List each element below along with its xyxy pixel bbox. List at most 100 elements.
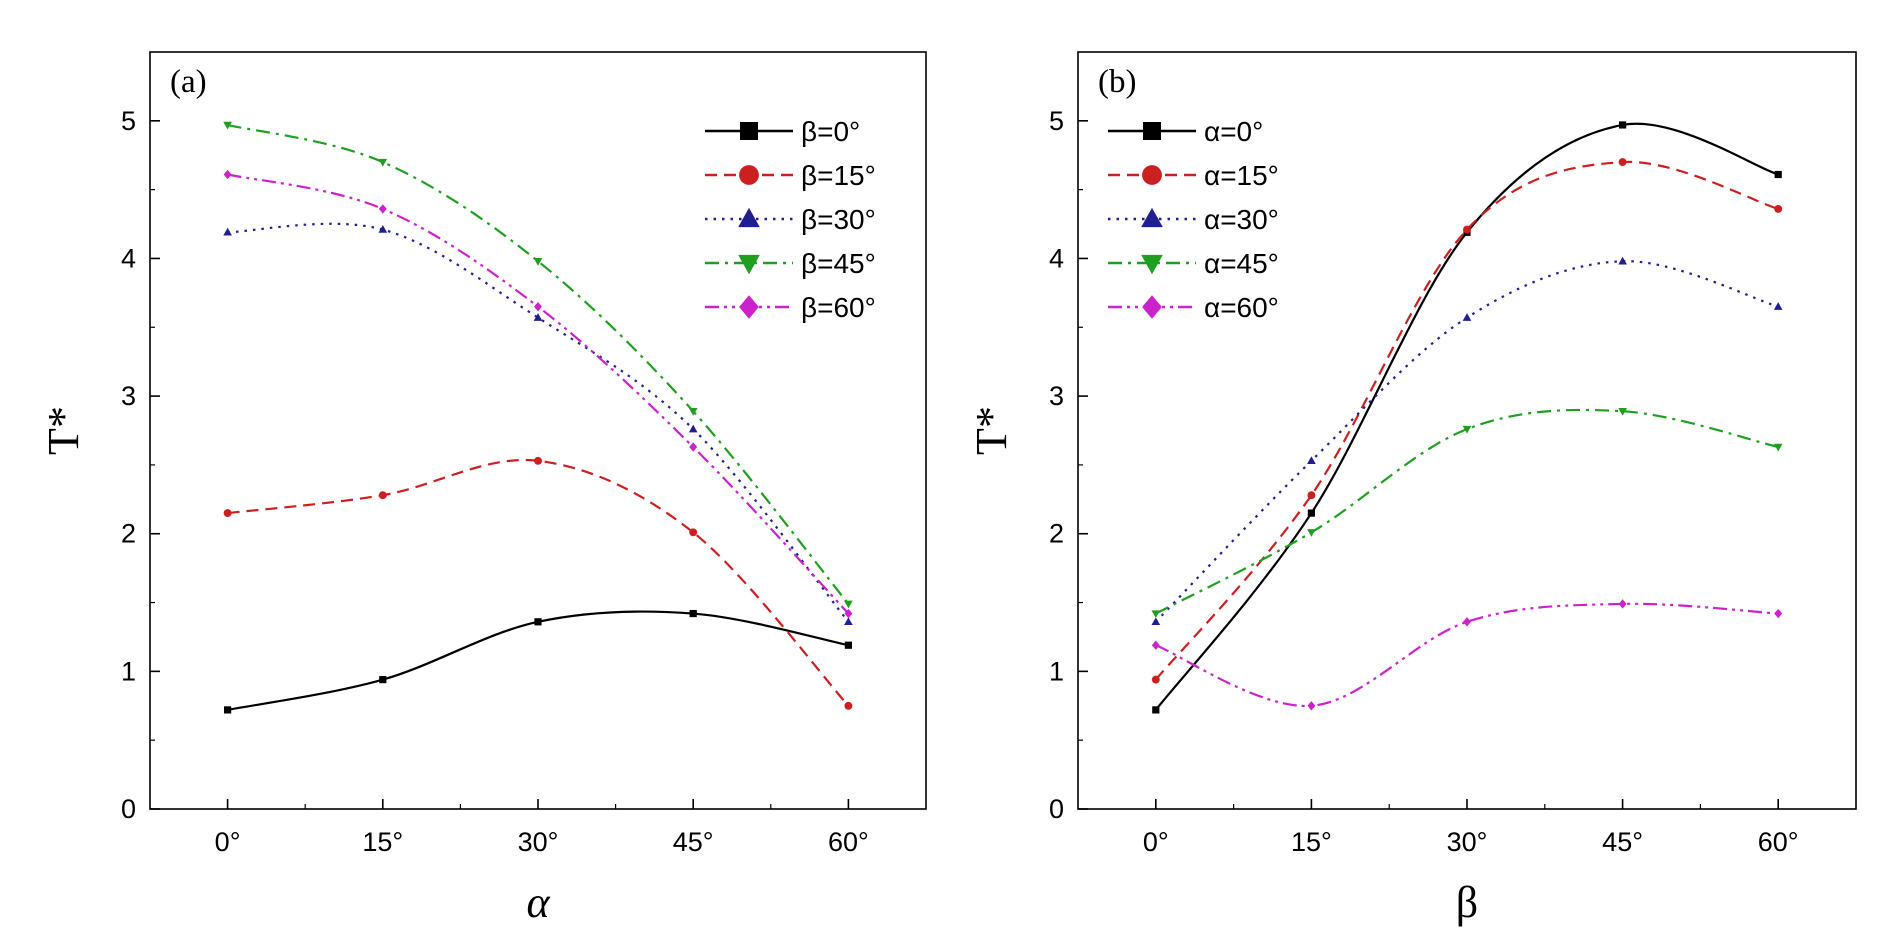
chart-panel-2: 0 1 2 3 4 5 0° 15° 30° 45° 60° T* β (b) α=0° α=15° α=30°… [967, 51, 1857, 927]
data-point [533, 313, 543, 321]
legend-marker [740, 122, 758, 140]
legend-marker [739, 165, 759, 185]
series-line [227, 123, 850, 605]
series-5 [1151, 599, 1783, 711]
data-point [534, 301, 542, 312]
series-3 [223, 222, 853, 626]
data-point [844, 641, 852, 649]
data-point [1151, 640, 1160, 650]
data-point [1307, 701, 1316, 711]
legend-marker [1143, 122, 1161, 140]
legend-marker [1142, 295, 1162, 319]
data-point [844, 608, 853, 619]
y-axis-label: T* [39, 406, 88, 455]
x-tick-label: 30° [518, 827, 559, 857]
data-point [378, 225, 388, 233]
data-point [1307, 509, 1315, 517]
x-tick-label: 45° [673, 827, 714, 857]
data-point [223, 169, 232, 180]
data-point [1773, 302, 1783, 310]
legend: α=0° α=15° α=30° α=45° α=60° [1108, 116, 1279, 323]
data-point [534, 618, 542, 626]
data-point [1307, 491, 1316, 500]
legend-label: β=30° [801, 204, 876, 235]
data-point [1773, 443, 1783, 452]
series-line [227, 222, 850, 623]
x-tick-label: 60° [1758, 827, 1799, 857]
series-4 [223, 121, 853, 609]
legend-marker [1142, 165, 1162, 185]
data-point [1307, 529, 1316, 537]
data-point [1618, 256, 1627, 265]
legend-marker [739, 295, 759, 319]
y-tick-label: 4 [1049, 243, 1064, 273]
data-point [1462, 313, 1472, 321]
x-axis-label: β [1456, 878, 1478, 927]
series-line [1154, 160, 1779, 681]
series-2 [1151, 158, 1783, 684]
data-point [378, 204, 387, 214]
panel-label: (a) [170, 64, 207, 100]
data-point [1462, 425, 1472, 434]
chart-panel-1: 0 1 2 3 4 5 0° 15° 30° 45° 60° T* α (a) β=0° β=15° β=30°… [39, 51, 927, 927]
data-point [224, 706, 232, 714]
data-point [1619, 121, 1627, 129]
y-tick-label: 5 [1049, 106, 1064, 136]
legend-label: α=45° [1204, 248, 1279, 279]
data-point [1307, 456, 1316, 465]
legend-marker [1141, 207, 1163, 228]
data-point [1152, 706, 1160, 714]
data-point [689, 609, 697, 618]
legend: β=0° β=15° β=30° β=45° β=60° [705, 116, 876, 323]
y-tick-label: 1 [121, 656, 136, 686]
series-2 [223, 456, 853, 710]
data-point [1774, 204, 1783, 213]
data-point [1774, 170, 1782, 179]
series-line [227, 610, 849, 711]
legend-label: α=0° [1204, 116, 1263, 147]
x-tick-label: 15° [362, 827, 403, 857]
data-point [688, 424, 698, 433]
data-point [533, 257, 543, 266]
data-point [378, 491, 387, 500]
y-tick-label: 5 [121, 106, 136, 136]
y-tick-label: 3 [1049, 381, 1064, 411]
x-tick-label: 15° [1291, 827, 1332, 857]
data-point [1618, 599, 1627, 609]
data-point [223, 227, 232, 236]
panel-label: (b) [1098, 64, 1136, 100]
series-line [1154, 122, 1779, 711]
data-point [1151, 675, 1160, 684]
data-point [223, 509, 232, 518]
series-line [227, 458, 850, 707]
data-point [1774, 608, 1783, 619]
legend-marker [738, 207, 760, 228]
series-line [227, 173, 850, 615]
y-axis-label: T* [967, 406, 1016, 455]
x-axis-label: α [526, 878, 550, 927]
y-tick-label: 4 [121, 243, 136, 273]
y-tick-label: 0 [1049, 794, 1064, 824]
legend-label: α=15° [1204, 160, 1279, 191]
data-point [689, 442, 698, 452]
data-point [844, 701, 853, 710]
data-point [844, 600, 853, 609]
legend-marker [738, 254, 760, 275]
data-point [688, 407, 698, 416]
legend-label: α=30° [1204, 204, 1279, 235]
x-tick-label: 60° [828, 827, 869, 857]
y-tick-label: 1 [1049, 656, 1064, 686]
series-line [1155, 408, 1779, 615]
data-point [844, 617, 853, 626]
y-tick-label: 0 [121, 794, 136, 824]
legend-marker [1141, 254, 1163, 275]
legend-label: β=0° [801, 116, 860, 147]
data-point [379, 676, 387, 684]
y-tick-label: 3 [121, 381, 136, 411]
y-tick-label: 2 [121, 519, 136, 549]
legend-label: β=45° [801, 248, 876, 279]
y-tick-label: 2 [1049, 519, 1064, 549]
legend-label: α=60° [1204, 292, 1279, 323]
x-tick-label: 0° [1143, 827, 1169, 857]
